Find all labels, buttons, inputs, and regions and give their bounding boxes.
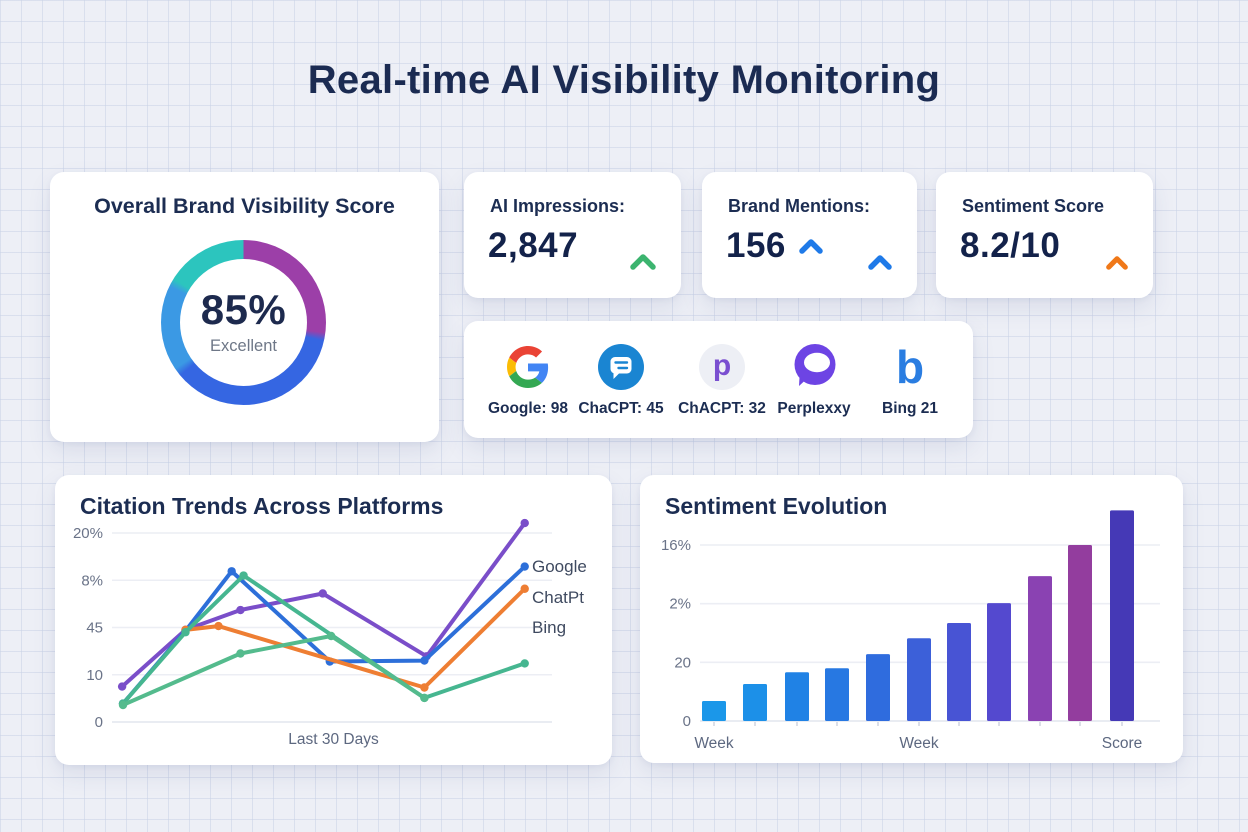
- citation-line-chart: 0 10 45 8% 20%: [73, 518, 552, 731]
- trend-up-icon: [867, 253, 893, 272]
- visibility-donut-chart: 85% Excellent: [161, 240, 326, 405]
- data-point-Google: [227, 567, 236, 576]
- bar: [1028, 576, 1052, 721]
- sentiment-score-card: Sentiment Score 8.2/10: [936, 172, 1153, 298]
- p-letter-badge-icon: p: [667, 343, 777, 391]
- data-point-purple-line: [318, 589, 327, 598]
- donut-center: 85% Excellent: [180, 259, 307, 386]
- brand-mentions-label: Brand Mentions:: [728, 196, 870, 216]
- trend-up-icon: [629, 252, 657, 272]
- platform-label: ChACPT: 32: [678, 400, 766, 417]
- ai-impressions-card: AI Impressions: 2,847: [464, 172, 681, 298]
- score-card-title: Overall Brand Visibility Score: [94, 194, 395, 218]
- visibility-score-value: 85%: [200, 286, 287, 333]
- bar: [702, 701, 726, 721]
- y-tick-label: 8%: [81, 572, 103, 589]
- data-point-purple-line: [236, 605, 245, 615]
- data-point-ChatPt: [214, 621, 223, 631]
- x-axis-label: Score: [1102, 735, 1143, 752]
- platform-label: Bing 21: [882, 400, 938, 417]
- data-point-Bing: [520, 659, 529, 668]
- bing-b-icon: b: [895, 341, 925, 393]
- data-point-Google: [520, 562, 529, 571]
- platform-label: Google: 98: [487, 400, 569, 417]
- bar: [825, 668, 849, 721]
- sentiment-score-value: 8.2/10: [960, 226, 1061, 265]
- ai-impressions-value: 2,847: [488, 226, 579, 265]
- platform-item-perplexxy: Perplexxy: [759, 343, 869, 418]
- y-tick-label: 0: [95, 714, 103, 731]
- chat-bubble-icon: [566, 343, 676, 391]
- bar: [866, 654, 890, 721]
- platform-item-chacpt-2: p ChACPT: 32: [667, 343, 777, 418]
- bar: [907, 638, 931, 721]
- data-point-green-secondary-line: [420, 693, 429, 703]
- data-point-green-secondary-line: [236, 649, 245, 658]
- data-point-Google: [420, 656, 429, 665]
- brand-mentions-value: 156: [726, 226, 786, 265]
- chart-legend: Google ChatPt Bing: [532, 557, 598, 649]
- bar: [947, 623, 971, 721]
- legend-item-bing: Bing: [532, 618, 567, 637]
- x-axis-label: Week: [694, 735, 734, 752]
- trend-up-icon: [798, 237, 824, 256]
- platform-mentions-card: Google: 98 ChaCPT: 45 p ChACPT: 32: [464, 321, 973, 438]
- data-point-ChatPt: [420, 683, 429, 692]
- data-point-green-secondary-line: [326, 631, 336, 641]
- platform-label: Perplexxy: [777, 400, 851, 417]
- x-axis-label: Week: [899, 735, 939, 752]
- legend-item-google: Google: [532, 557, 587, 576]
- bar: [785, 672, 809, 721]
- platform-item-bing: b Bing 21: [855, 343, 965, 418]
- bar: [1068, 545, 1092, 721]
- sentiment-bar-chart: 0 20 2% 16% Week Week Score: [661, 510, 1160, 752]
- y-tick-label: 16%: [661, 537, 691, 554]
- data-point-Bing: [239, 571, 248, 580]
- legend-item-chatpt: ChatPt: [532, 587, 584, 607]
- platform-item-google: Google: 98: [473, 343, 583, 418]
- brand-mentions-card: Brand Mentions: 156: [702, 172, 917, 298]
- sentiment-score-label: Sentiment Score: [962, 196, 1105, 216]
- platform-label: ChaCPT: 45: [578, 400, 664, 417]
- trend-up-icon: [1105, 254, 1129, 272]
- citation-chart-title: Citation Trends Across Platforms: [80, 493, 444, 519]
- ai-impressions-label: AI Impressions:: [490, 196, 626, 216]
- y-tick-label: 20%: [73, 525, 103, 542]
- purple-speech-bubble-icon: [759, 343, 869, 391]
- citation-trends-card: Citation Trends Across Platforms 0 10 45 8%…: [55, 475, 612, 765]
- y-tick-label: 0: [683, 713, 691, 730]
- data-point-purple-line: [520, 518, 529, 528]
- bar: [1110, 510, 1134, 721]
- visibility-score-caption: Excellent: [210, 337, 277, 355]
- bar: [987, 603, 1011, 721]
- series-line-purple-line: [120, 521, 527, 689]
- sentiment-chart-title: Sentiment Evolution: [665, 493, 888, 519]
- sentiment-evolution-card: Sentiment Evolution 0 20 2% 16% Week Week Scor…: [640, 475, 1183, 763]
- y-tick-label: 2%: [669, 596, 691, 613]
- y-tick-label: 45: [86, 620, 103, 637]
- page-title: Real-time AI Visibility Monitoring: [307, 58, 941, 102]
- data-point-green-secondary-line: [118, 700, 128, 710]
- data-point-Bing: [181, 628, 190, 637]
- google-logo-icon: [473, 343, 583, 391]
- series-line-ChatPt: [183, 586, 527, 690]
- y-tick-label: 20: [674, 654, 691, 671]
- platform-item-chacpt: ChaCPT: 45: [566, 343, 676, 418]
- y-tick-label: 10: [86, 667, 103, 684]
- data-point-ChatPt: [520, 584, 529, 593]
- visibility-score-card: Overall Brand Visibility Score 85% Excel…: [50, 172, 439, 442]
- citation-x-axis-label: Last 30 Days: [288, 731, 379, 748]
- data-point-purple-line: [117, 682, 127, 691]
- series-line-green-secondary-line: [121, 634, 427, 707]
- bar: [743, 684, 767, 721]
